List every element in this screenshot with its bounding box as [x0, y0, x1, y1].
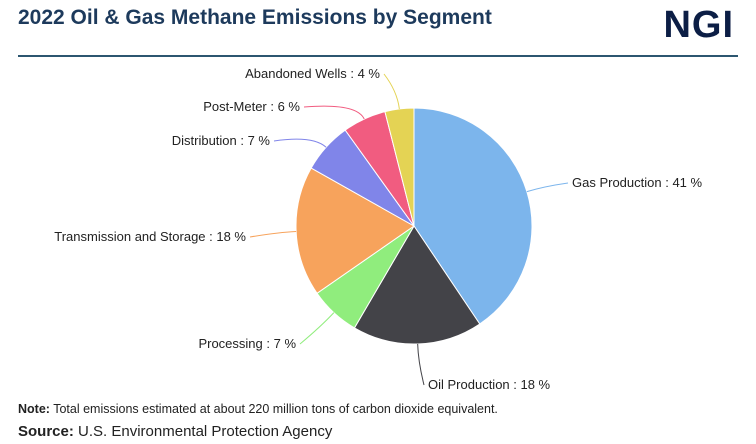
- chart-note: Note: Total emissions estimated at about…: [18, 402, 498, 416]
- slice-label: Abandoned Wells : 4 %: [245, 66, 380, 81]
- slice-label: Distribution : 7 %: [172, 133, 271, 148]
- chart-title: 2022 Oil & Gas Methane Emissions by Segm…: [18, 6, 492, 29]
- slice-label: Processing : 7 %: [198, 336, 296, 351]
- connector-line: [299, 312, 335, 345]
- source-text: U.S. Environmental Protection Agency: [73, 423, 333, 440]
- chart-source: Source: U.S. Environmental Protection Ag…: [18, 423, 332, 440]
- pie-slice-oil-production[interactable]: [353, 225, 481, 345]
- pie-slice-transmission-and-storage[interactable]: [295, 167, 415, 294]
- note-label: Note:: [18, 402, 50, 416]
- slice-label: Gas Production : 41 %: [572, 175, 703, 190]
- slice-label: Transmission and Storage : 18 %: [54, 229, 246, 244]
- connector-line: [273, 138, 327, 148]
- source-label: Source:: [18, 423, 74, 440]
- slice-label: Oil Production : 18 %: [428, 377, 551, 392]
- note-text: Total emissions estimated at about 220 m…: [49, 402, 498, 416]
- connector-line: [417, 343, 425, 386]
- title-divider: [18, 55, 738, 57]
- pie-slice-abandoned-wells[interactable]: [384, 107, 415, 227]
- connector-line: [303, 105, 365, 120]
- connector-line: [383, 73, 400, 109]
- ngi-logo: NGI: [663, 4, 734, 46]
- connector-line: [249, 231, 297, 238]
- slice-label: Post-Meter : 6 %: [203, 99, 300, 114]
- connector-line: [526, 182, 569, 193]
